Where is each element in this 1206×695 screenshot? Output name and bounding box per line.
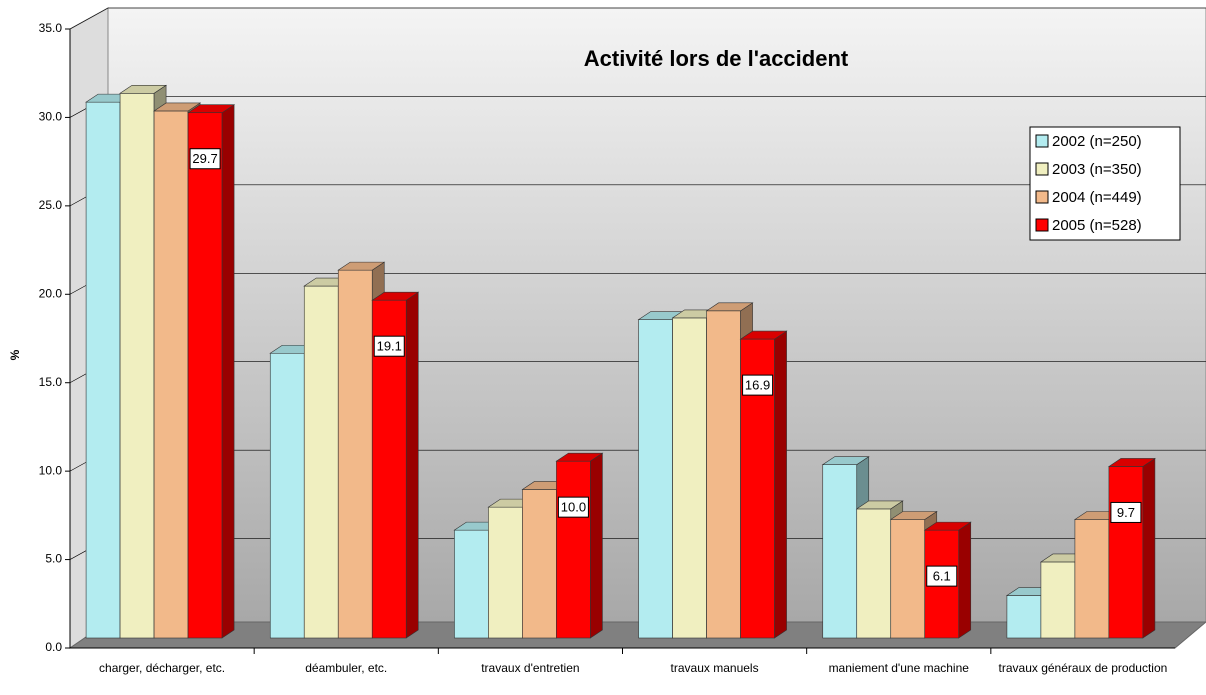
value-label: 29.7 [192, 151, 217, 166]
x-tick-label: charger, décharger, etc. [99, 661, 226, 675]
legend-box [1029, 126, 1181, 241]
bar-front [856, 508, 892, 639]
bar-front [187, 112, 223, 639]
y-tick-label: 20.0 [39, 286, 63, 300]
bar-front [337, 269, 373, 639]
bar-front [1108, 466, 1144, 639]
bar-side [221, 104, 235, 639]
value-label-box [1110, 501, 1142, 523]
value-label-box [742, 374, 774, 396]
bar-front [85, 101, 121, 639]
bar-front [522, 489, 557, 639]
legend-label: 2003 (n=350) [1052, 161, 1142, 178]
bar-front [153, 110, 189, 639]
y-tick-label: 25.0 [39, 198, 63, 212]
bar [1073, 510, 1122, 639]
x-tick-label: travaux généraux de production [998, 661, 1168, 675]
legend-swatch [1035, 218, 1049, 232]
bar-front [119, 92, 155, 639]
bar-top [153, 102, 202, 112]
legend-label: 2005 (n=528) [1052, 217, 1142, 234]
bar-front [269, 352, 305, 639]
chart-title: Activité lors de l'accident [584, 46, 849, 71]
legend-swatch [1035, 162, 1049, 176]
x-tick-label: maniement d'une machine [828, 661, 969, 675]
legend-label: 2002 (n=250) [1052, 133, 1142, 150]
bar-top [555, 452, 604, 462]
bar [1107, 457, 1156, 639]
bar [555, 452, 604, 639]
value-label-box [189, 148, 221, 170]
y-tick-label: 5.0 [45, 552, 62, 566]
bar [739, 330, 788, 639]
bar-front [638, 319, 673, 639]
bar-side [958, 521, 972, 639]
bar-front [706, 310, 741, 639]
legend-label: 2004 (n=449) [1052, 189, 1142, 206]
bar [187, 104, 236, 639]
legend-swatch [1035, 190, 1049, 204]
value-label: 9.7 [1117, 505, 1135, 520]
y-axis-label: % [8, 349, 22, 360]
value-label-box [373, 335, 405, 357]
bar-top [889, 511, 938, 520]
bar-side [405, 291, 419, 639]
bar-side [1142, 457, 1156, 639]
x-tick-label: travaux d'entretien [481, 661, 580, 675]
grid-line [69, 7, 1206, 30]
value-label-box [926, 565, 958, 587]
bar-top [923, 521, 972, 531]
bar-front [556, 460, 591, 639]
bar-top [739, 330, 788, 340]
bar-side [774, 330, 787, 639]
bar-front [672, 317, 707, 639]
bar-front [1040, 561, 1076, 639]
y-tick-label: 10.0 [39, 463, 63, 477]
y-tick-label: 30.0 [39, 110, 63, 124]
bar-side [590, 452, 603, 639]
y-tick-label: 15.0 [39, 375, 63, 389]
legend-swatch [1035, 134, 1049, 148]
y-tick-label: 35.0 [39, 21, 63, 35]
bar-top [855, 500, 904, 510]
value-label: 19.1 [377, 339, 402, 354]
x-tick-label: travaux manuels [670, 661, 759, 675]
bar-front [1006, 595, 1042, 639]
bar-top [337, 261, 386, 271]
value-label: 10.0 [561, 500, 586, 515]
bar-top [119, 84, 168, 94]
bar-front [1074, 519, 1110, 639]
y-tick-label: 0.0 [45, 640, 62, 654]
bar-front [488, 506, 523, 639]
value-label-box [557, 496, 589, 518]
x-tick-label: déambuler, etc. [305, 661, 388, 675]
bar-top [821, 456, 870, 465]
bar-top [187, 104, 236, 114]
value-label: 6.1 [933, 569, 951, 584]
bar-front [454, 529, 489, 639]
bar-top [371, 291, 420, 301]
value-label: 16.9 [745, 378, 770, 393]
bar-top [1107, 458, 1156, 467]
bar-front [303, 285, 339, 639]
bar-front [890, 519, 926, 639]
bar-front [822, 464, 858, 639]
bar-top [705, 302, 754, 312]
